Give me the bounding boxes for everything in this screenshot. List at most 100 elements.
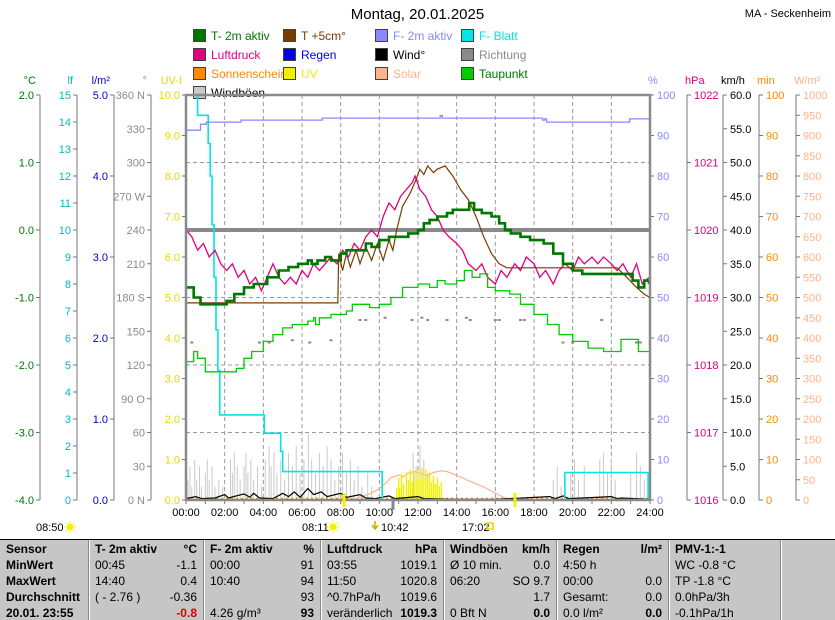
svg-text:12: 12 (59, 171, 71, 183)
table-cell: WC -0.8 °C (675, 558, 736, 572)
svg-text:70: 70 (766, 212, 778, 224)
svg-text:90 O: 90 O (121, 394, 145, 406)
svg-text:550: 550 (803, 272, 821, 284)
stats-column-t-2m-aktiv: T- 2m aktiv °C 00:45 -1.1 14:40 0.4 ( - 2.76 )… (88, 540, 203, 620)
svg-text:13: 13 (59, 144, 71, 156)
svg-text:1022: 1022 (694, 90, 718, 102)
svg-text:330: 330 (127, 124, 145, 136)
legend-label: UV (301, 66, 318, 81)
svg-text:700: 700 (803, 212, 821, 224)
svg-text:900: 900 (803, 131, 821, 143)
sunset-square-icon (486, 522, 494, 530)
table-cell: 10:40 94 (210, 574, 314, 588)
luftdruck-swatch-icon (193, 48, 206, 61)
table-cell: 0 Bft N 0.0 (450, 606, 550, 620)
svg-text:1019: 1019 (694, 293, 718, 305)
svg-text:80: 80 (657, 171, 669, 183)
axis-C: 2.0 1.0 0.0 -1.0 -2.0 -3.0 -4.0 °C (15, 75, 41, 507)
svg-text:40: 40 (657, 333, 669, 345)
svg-text:50: 50 (766, 293, 778, 305)
column-header: Sensor (6, 542, 47, 556)
svg-text:100: 100 (803, 455, 821, 467)
svg-text:20.0: 20.0 (730, 360, 751, 372)
svg-text:800: 800 (803, 171, 821, 183)
table-cell: Durchschnitt (6, 590, 81, 604)
legend-label: Solar (393, 66, 422, 81)
column-header: PMV-1:-1 (675, 542, 726, 556)
svg-text:200: 200 (803, 414, 821, 426)
legend-item-solar: Solar (375, 64, 461, 83)
legend-label: T +5cm° (301, 28, 346, 43)
svg-text:80: 80 (766, 171, 778, 183)
table-cell: 93 (300, 590, 314, 604)
svg-text:60: 60 (133, 428, 145, 440)
stats-column-spacer (780, 540, 835, 620)
svg-text:l/m²: l/m² (92, 75, 111, 87)
station-label: MA - Seckenheim (744, 8, 831, 20)
column-header: F- 2m aktiv% (210, 542, 314, 556)
svg-text:1020: 1020 (694, 225, 718, 237)
table-cell: Gesamt: 0.0 (563, 590, 662, 604)
axis-Wm: 1000950900850800750700650600550500450400… (794, 75, 827, 507)
axis-lm: 5.0 4.0 3.0 2.0 1.0 0.0 l/m² (92, 75, 115, 507)
series-f-2m-aktiv (186, 115, 650, 131)
svg-text:00:00: 00:00 (172, 507, 200, 519)
column-header: Luftdruck hPa (327, 542, 437, 556)
svg-text:2: 2 (65, 441, 71, 453)
svg-text:10: 10 (766, 455, 778, 467)
table-cell: MaxWert (6, 574, 56, 588)
table-cell (787, 557, 829, 573)
sonnenschein-swatch-icon (193, 67, 206, 80)
series-richtung (190, 316, 642, 344)
legend-item-t-5cm: T +5cm° (283, 26, 375, 45)
plot-border (184, 93, 652, 502)
legend-label: Regen (301, 47, 337, 62)
svg-text:0.0: 0.0 (93, 495, 108, 507)
svg-text:4.0: 4.0 (93, 171, 108, 183)
svg-text:300: 300 (127, 158, 145, 170)
svg-text:2.0: 2.0 (93, 333, 108, 345)
svg-text:0: 0 (803, 495, 809, 507)
table-cell: 4.26 g/m³ 93 (210, 606, 314, 620)
svg-text:0 N: 0 N (128, 495, 145, 507)
svg-text:min: min (757, 75, 775, 87)
table-cell: 1.7 (533, 590, 550, 604)
legend-label: Wind° (393, 47, 426, 62)
table-cell: 4:50 h (563, 558, 597, 572)
table-cell: veränderlich 1019.3 (327, 606, 437, 620)
sun-icon (329, 523, 337, 531)
svg-text:100: 100 (766, 90, 784, 102)
uv-swatch-icon (283, 67, 296, 80)
axis-: 360 N 330 300 270 W 240 210 180 S 150 120 90 O 60 3… (113, 75, 152, 507)
svg-text:4: 4 (65, 387, 71, 399)
svg-text:1016: 1016 (694, 495, 718, 507)
svg-text:50: 50 (657, 293, 669, 305)
svg-text:350: 350 (803, 353, 821, 365)
svg-text:°: ° (143, 75, 147, 87)
svg-text:3: 3 (65, 414, 71, 426)
annotation-time: 10:42 (381, 522, 409, 534)
svg-text:16:00: 16:00 (482, 507, 510, 519)
svg-text:km/h: km/h (721, 75, 745, 87)
legend-item-uv: UV (283, 64, 375, 83)
svg-text:1021: 1021 (694, 158, 718, 170)
svg-text:2.0: 2.0 (19, 90, 34, 102)
svg-text:35.0: 35.0 (730, 259, 751, 271)
svg-text:400: 400 (803, 333, 821, 345)
svg-text:20: 20 (657, 414, 669, 426)
f-2m-aktiv-swatch-icon (375, 29, 388, 42)
stats-column-regen: Regen l/m² 4:50 h 00:00 0.0 Gesamt: 0.0 0.0 l/m… (556, 540, 668, 620)
arrow-down-icon (371, 521, 379, 531)
svg-text:02:00: 02:00 (211, 507, 239, 519)
table-cell: 06:20 SO 9.7 (450, 574, 550, 588)
annotation-time: 17:02 (462, 522, 490, 534)
svg-text:0.0: 0.0 (165, 495, 180, 507)
table-cell: 14:40 0.4 (95, 574, 197, 588)
table-cell (787, 573, 829, 589)
svg-text:24:00: 24:00 (636, 507, 664, 519)
svg-text:8.0: 8.0 (165, 171, 180, 183)
f-blatt-swatch-icon (461, 29, 474, 42)
t-5cm-swatch-icon (283, 29, 296, 42)
svg-text:04:00: 04:00 (250, 507, 278, 519)
